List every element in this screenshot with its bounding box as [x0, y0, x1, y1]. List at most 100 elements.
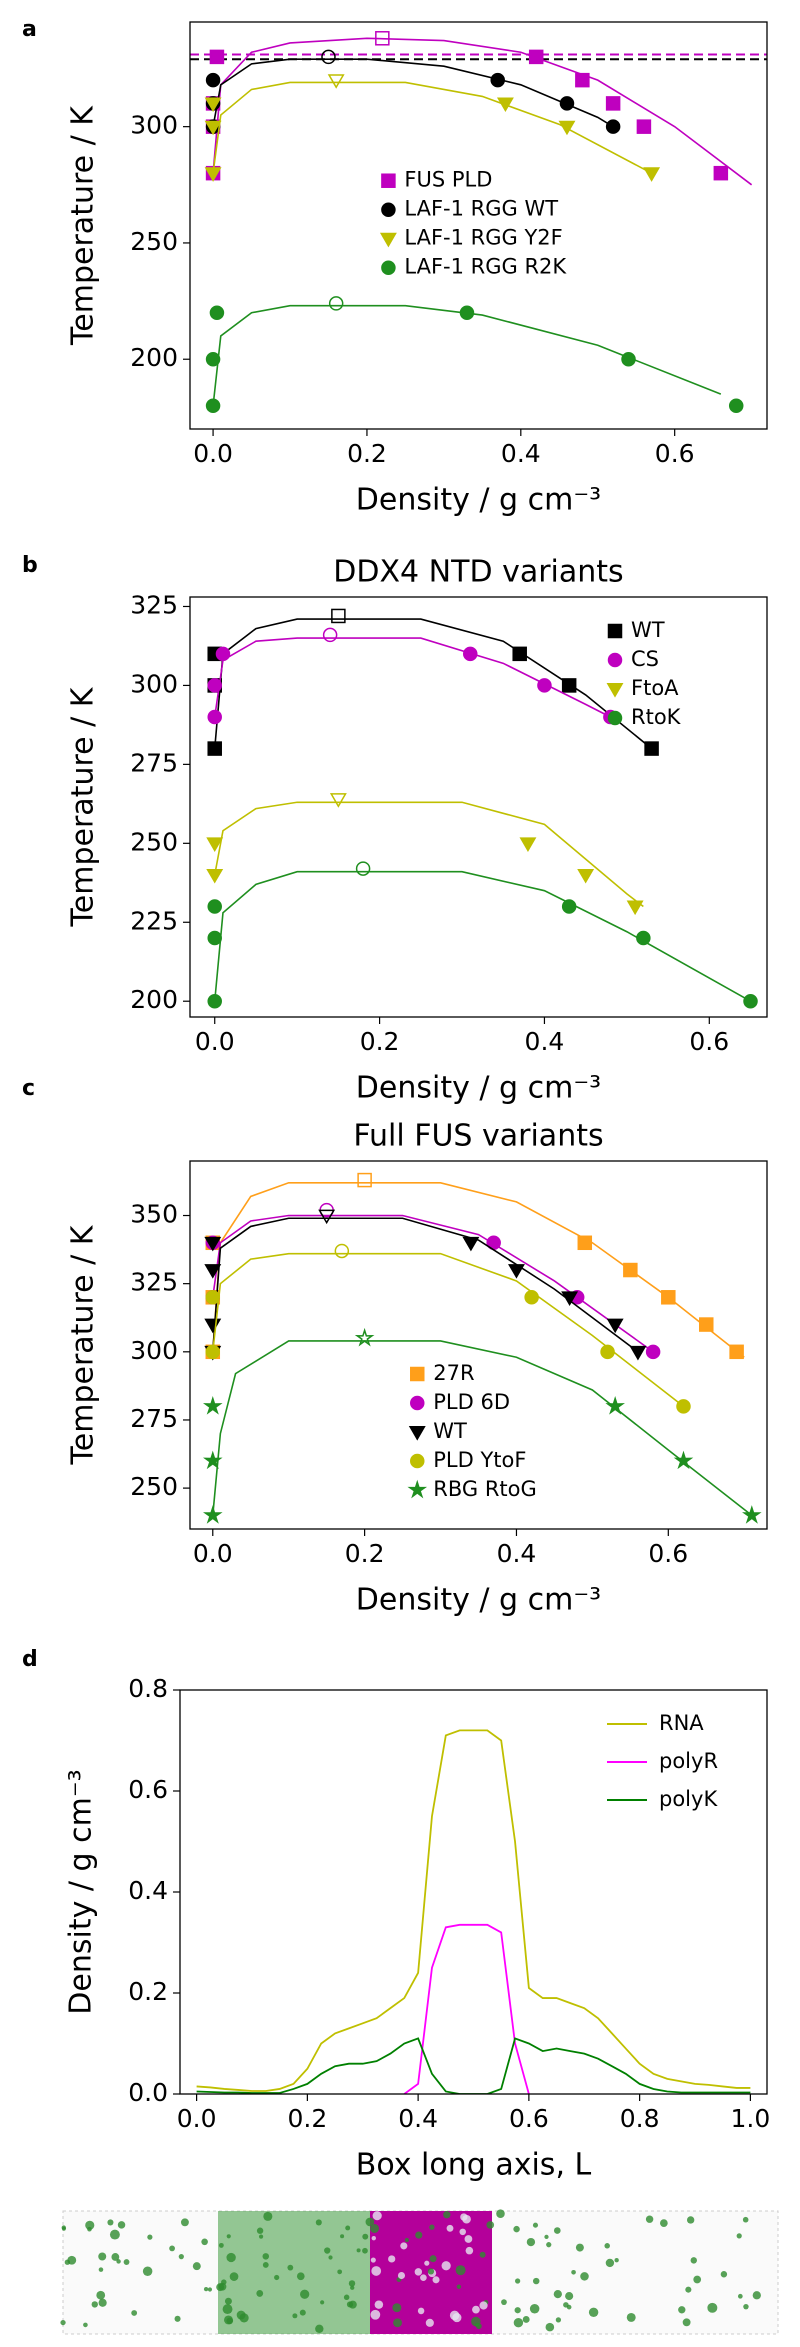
snapshot-blob: [374, 2300, 384, 2309]
snapshot-blob: [109, 2229, 120, 2240]
x-tick-label: 0.4: [525, 1027, 565, 1056]
marker: [508, 1264, 525, 1279]
snapshot-blob: [229, 2272, 239, 2281]
marker: [331, 608, 346, 624]
snapshot-blob: [258, 2234, 264, 2239]
snapshot-blob: [207, 2287, 213, 2292]
snapshot-blob: [224, 2297, 232, 2305]
snapshot-blob: [529, 2303, 540, 2314]
snapshot-blob: [544, 2234, 549, 2240]
snapshot-blob: [737, 2293, 743, 2299]
snapshot-blob: [370, 2309, 381, 2320]
legend-marker: [607, 710, 623, 726]
marker: [205, 1344, 221, 1360]
marker: [204, 120, 222, 136]
snapshot-blob: [459, 2228, 466, 2236]
snapshot-blob: [239, 2313, 249, 2323]
marker: [600, 1344, 615, 1360]
snapshot-blob: [472, 2305, 480, 2314]
panel: c Full FUS variants Density / g cm⁻³ Temper…: [22, 1076, 768, 1618]
marker: [490, 72, 505, 88]
snapshot-blob: [446, 2224, 454, 2232]
snapshot-blob: [67, 2255, 77, 2265]
snapshot-blob: [432, 2276, 440, 2284]
snapshot-blob: [296, 2272, 305, 2281]
snapshot-blob: [116, 2259, 121, 2264]
binodal-fit: [213, 637, 611, 718]
marker: [209, 305, 225, 320]
snapshot-blob: [479, 2251, 486, 2258]
snapshot-blob: [226, 2252, 236, 2263]
legend-marker: [607, 623, 623, 639]
snapshot-blob: [553, 2227, 561, 2234]
marker: [459, 305, 475, 320]
snapshot-blob: [566, 2304, 572, 2310]
snapshot-blob: [147, 2234, 153, 2240]
snapshot-blob: [345, 2225, 351, 2231]
snapshot-blob: [565, 2292, 574, 2301]
simulation-snapshot: [60, 2209, 779, 2335]
binodal-fit: [211, 1182, 745, 1358]
legend-label: LAF-1 RGG WT: [404, 197, 558, 221]
snapshot-blob: [85, 2220, 95, 2230]
binodal-fit: [212, 81, 652, 174]
snapshot-blob: [371, 2235, 376, 2241]
snapshot-blob: [287, 2264, 294, 2271]
density-line: [403, 1923, 530, 2094]
marker: [207, 709, 222, 725]
legend-marker: [606, 683, 624, 698]
binodal-fit: [211, 1217, 639, 1353]
snapshot-blob: [404, 2237, 410, 2243]
marker: [204, 1236, 222, 1252]
snapshot-blob: [98, 2267, 104, 2272]
marker: [375, 31, 390, 46]
snapshot-blob: [263, 2211, 273, 2221]
snapshot-blob: [690, 2257, 697, 2264]
marker: [207, 741, 222, 756]
legend-label: RtoK: [631, 705, 682, 729]
marker: [215, 646, 231, 662]
snapshot-blob: [678, 2306, 686, 2314]
panel-letter: b: [22, 553, 38, 578]
snapshot-blob: [256, 2290, 264, 2297]
marker: [463, 646, 478, 662]
snapshot-blob: [427, 2268, 435, 2275]
x-tick-label: 0.2: [287, 2104, 327, 2133]
y-tick-label: 250: [130, 227, 178, 256]
snapshot-blob: [201, 2238, 208, 2246]
y-tick-label: 300: [130, 1336, 178, 1365]
binodal-fit: [212, 304, 722, 406]
snapshot-blob: [415, 2231, 423, 2239]
snapshot-blob: [456, 2284, 462, 2289]
snapshot-blob: [131, 2310, 138, 2316]
axes-frame: [179, 1689, 768, 2095]
snapshot-blob: [180, 2218, 189, 2227]
snapshot-blob: [424, 2260, 430, 2266]
x-axis-label: Density / g cm⁻³: [356, 1071, 601, 1106]
y-tick-label: 0.8: [128, 1674, 168, 1703]
snapshot-blob: [274, 2274, 280, 2281]
snapshot-blob: [532, 2222, 539, 2228]
legend-marker: [381, 202, 396, 217]
snapshot-blob: [605, 2258, 615, 2268]
marker: [204, 1264, 222, 1279]
snapshot-blob: [532, 2277, 540, 2285]
snapshot-blob: [707, 2302, 718, 2313]
legend-marker: [379, 232, 397, 248]
panel: d Box long axis, L Density / g cm⁻³ 0.0 0.2 0…: [22, 1647, 770, 2183]
snapshot-blob: [420, 2274, 427, 2281]
marker: [462, 1236, 480, 1252]
marker: [606, 1318, 624, 1334]
marker: [357, 1172, 372, 1188]
marker: [207, 678, 222, 693]
snapshot-blob: [111, 2253, 120, 2261]
marker: [202, 1450, 223, 1470]
snapshot-blob: [693, 2275, 702, 2284]
density-line: [196, 1729, 751, 2092]
marker: [742, 1505, 762, 1524]
snapshot-blob: [392, 2303, 402, 2313]
marker: [328, 296, 344, 311]
snapshot-blob: [736, 2233, 742, 2239]
marker: [559, 96, 575, 111]
